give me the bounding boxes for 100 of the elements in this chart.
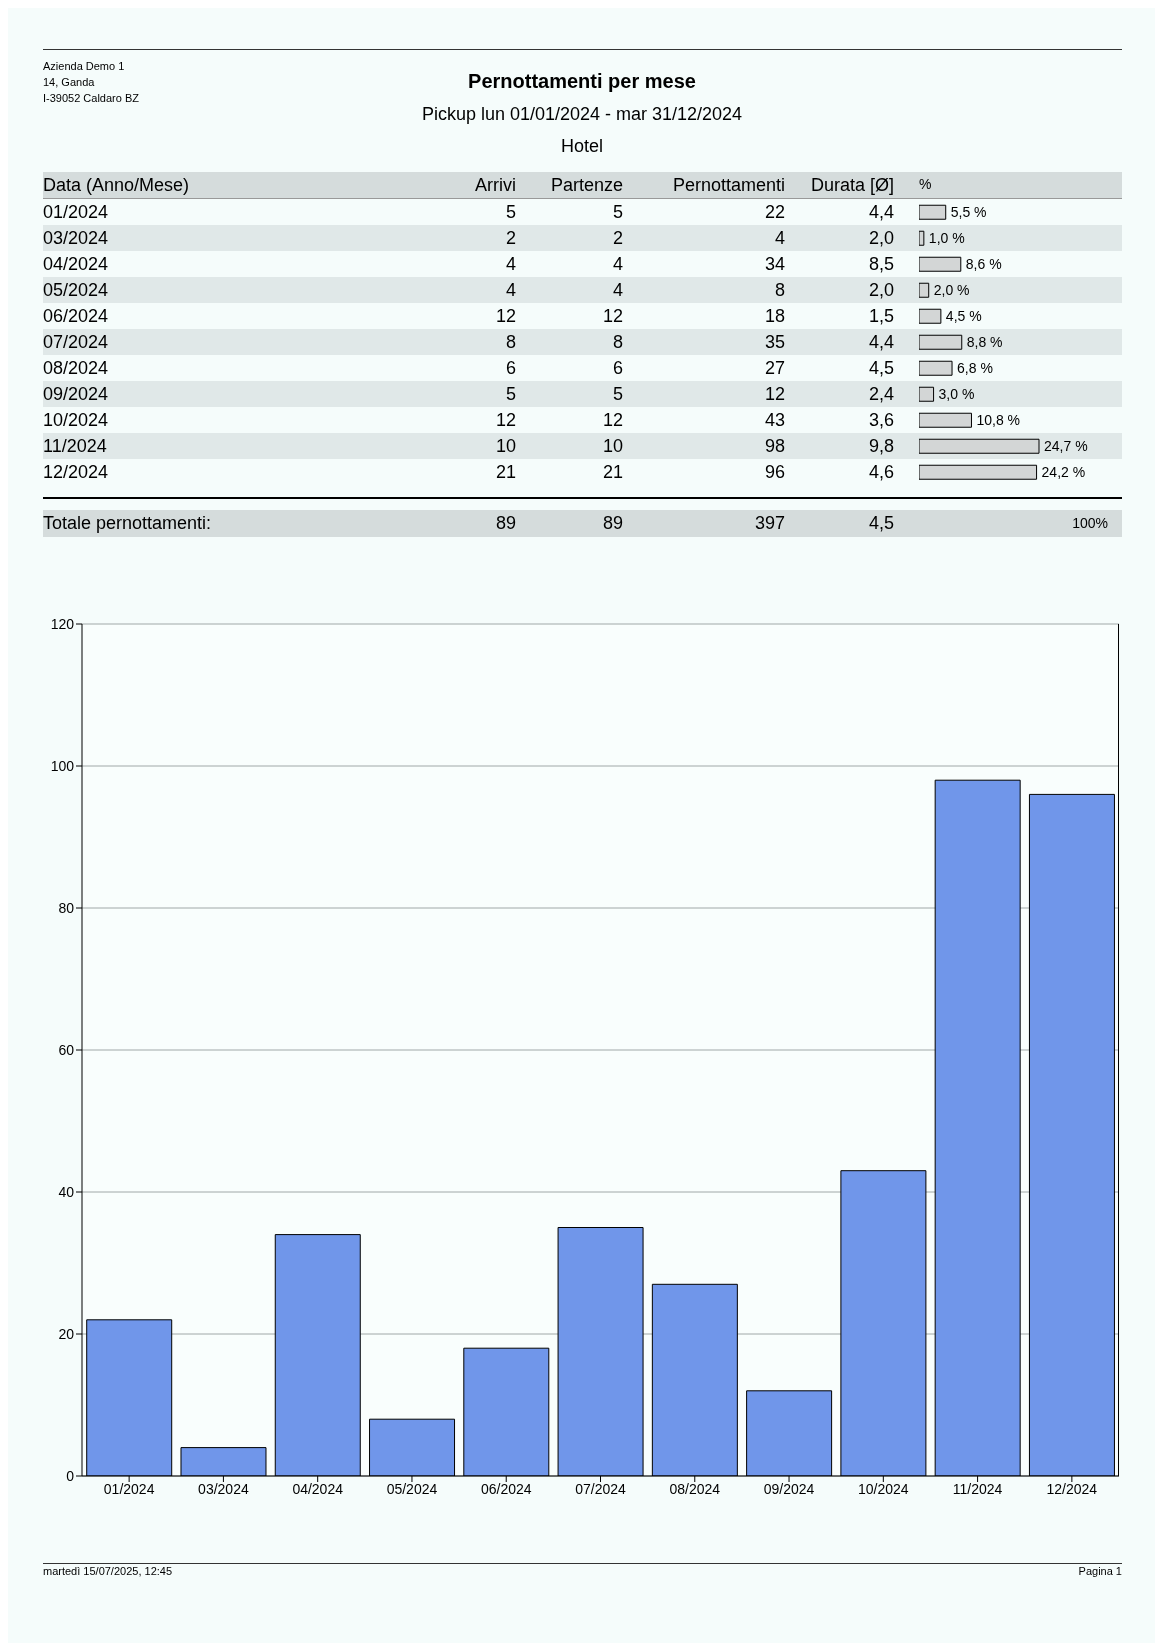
text: 1,5	[868, 305, 894, 326]
x-tick-label: 08/2024	[669, 1480, 721, 1497]
text: 12	[602, 409, 623, 430]
text: 07/2024	[43, 330, 109, 353]
text: 12	[494, 304, 516, 327]
x-tick-label: 05/2024	[386, 1480, 438, 1497]
data-label: 24,2 %	[1041, 463, 1086, 480]
text: Pernottamenti	[672, 175, 785, 195]
text: 43	[764, 409, 785, 430]
text: 11/2024	[43, 434, 107, 457]
text: 2	[505, 226, 516, 249]
text: 100%	[1071, 514, 1108, 532]
text: 27	[764, 357, 785, 378]
text: 05/2024	[43, 278, 109, 301]
text: Hotel	[560, 136, 604, 157]
text: 6	[505, 356, 516, 379]
y-tick-label: 60	[58, 1041, 75, 1058]
y-tick-label: 100	[50, 757, 75, 774]
bar	[919, 360, 953, 376]
text: martedì 15/07/2025, 12:45	[43, 1565, 173, 1577]
text: 4,5	[868, 357, 894, 378]
data-label: 24,7 %	[1044, 437, 1088, 454]
text: 8	[774, 279, 785, 300]
y-tick-label: 40	[58, 1183, 75, 1200]
text: Totale pernottamenti:	[43, 512, 212, 534]
y-tick-label: 0	[66, 1467, 75, 1484]
bar	[919, 334, 963, 350]
text: 397	[754, 513, 785, 533]
text: 89	[602, 513, 623, 533]
bar	[919, 438, 1040, 454]
text: 4	[612, 253, 623, 274]
text: 10	[602, 435, 623, 456]
x-tick-label: 11/2024	[952, 1480, 1003, 1497]
x-tick-label: 06/2024	[480, 1480, 532, 1497]
text: 8	[505, 330, 516, 353]
text: Azienda Demo 1	[43, 59, 125, 73]
text: 98	[764, 435, 785, 456]
text: 4	[612, 279, 623, 300]
text: 12	[764, 383, 785, 404]
x-tick-label: 12/2024	[1046, 1480, 1098, 1497]
text: 9,8	[868, 435, 894, 456]
text: 01/2024	[43, 200, 109, 223]
text: 5	[505, 200, 516, 223]
data-label: 5,5 %	[950, 203, 987, 220]
text: 4,4	[868, 201, 894, 222]
text: 12/2024	[43, 460, 109, 483]
x-tick-label: 03/2024	[198, 1480, 249, 1497]
text: 08/2024	[43, 356, 109, 379]
data-label: 8,8 %	[966, 333, 1003, 350]
text: 34	[764, 253, 785, 274]
text: Pickup lun 01/01/2024 - mar 31/12/2024	[420, 104, 744, 125]
data-label: 3,0 %	[938, 385, 975, 402]
text: 8,5	[868, 253, 894, 274]
text: 22	[764, 201, 785, 222]
text: 10/2024	[43, 408, 109, 431]
y-tick-label: 80	[58, 899, 75, 916]
bar	[919, 230, 925, 246]
bar	[919, 204, 947, 220]
x-tick-label: 09/2024	[763, 1480, 815, 1497]
text: 96	[764, 461, 785, 482]
text: 35	[764, 331, 785, 352]
text: Pagina 1	[1077, 1565, 1122, 1577]
text: 2,0	[868, 279, 894, 300]
bar	[919, 282, 930, 298]
text: 4	[505, 278, 516, 301]
text: 21	[602, 461, 623, 482]
text: 4,5	[868, 513, 894, 533]
text: 04/2024	[43, 252, 109, 275]
text: 14, Ganda	[43, 75, 95, 89]
text: 5	[505, 382, 516, 405]
bar	[919, 386, 935, 402]
text: Partenze	[550, 175, 623, 195]
text: 4,4	[868, 331, 894, 352]
text: 21	[494, 460, 516, 483]
text: 12	[494, 408, 516, 431]
text: Arrivi	[474, 174, 516, 196]
text: 4	[505, 252, 516, 275]
y-tick-label: 120	[50, 615, 75, 632]
bar	[919, 256, 962, 272]
text: Pernottamenti per mese	[467, 70, 697, 93]
text: I-39052 Caldaro BZ	[43, 91, 139, 105]
text: 03/2024	[43, 226, 109, 249]
text: 18	[764, 305, 785, 326]
text: 10	[494, 434, 516, 457]
data-label: 8,6 %	[965, 255, 1002, 272]
text: 8	[612, 331, 623, 352]
text: 4,6	[868, 461, 894, 482]
text: Data (Anno/Mese)	[43, 174, 190, 196]
x-tick-label: 07/2024	[575, 1480, 627, 1497]
text: 06/2024	[43, 304, 109, 327]
x-tick-label: 04/2024	[292, 1480, 344, 1497]
data-label: 4,5 %	[945, 307, 982, 324]
data-label: 6,8 %	[957, 359, 993, 376]
bar	[919, 464, 1038, 480]
bar	[919, 308, 942, 324]
y-tick-label: 20	[58, 1325, 75, 1342]
bar	[919, 412, 972, 428]
text: 2	[612, 227, 623, 248]
text: 09/2024	[43, 382, 109, 405]
text: 3,6	[868, 409, 894, 430]
